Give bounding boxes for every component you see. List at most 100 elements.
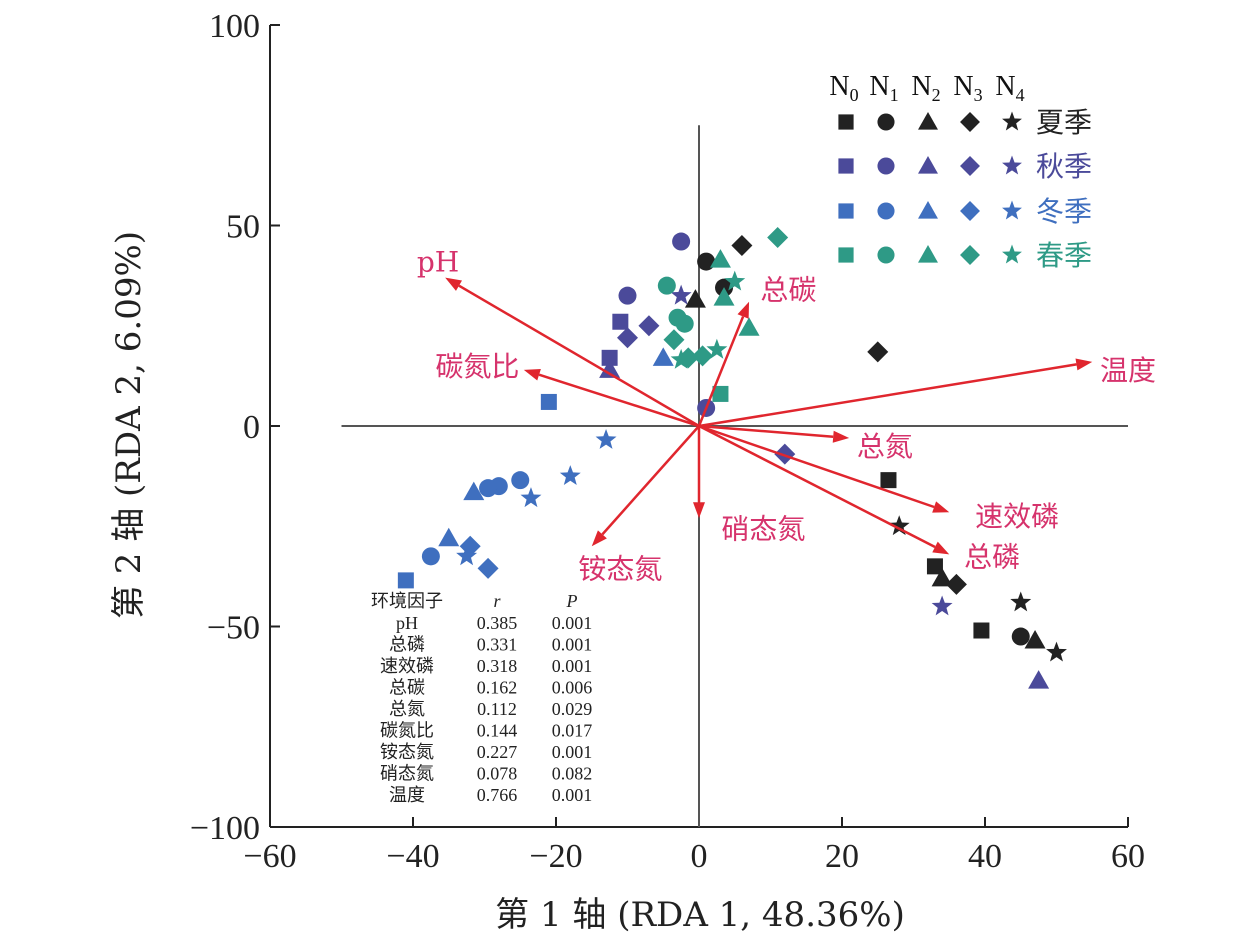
arrow-head: [932, 541, 950, 555]
axes: −60 −40 −20 0 20 40 60 −100 −50 0 50 100: [190, 8, 1145, 875]
series-4: [657, 227, 789, 402]
legend-treatment-label: N4: [995, 71, 1024, 105]
x-tick-label: −60: [243, 838, 296, 875]
arrow-head: [445, 277, 463, 291]
arrow: 总氮: [698, 424, 913, 463]
legend-marker: [960, 245, 980, 265]
arrow: 总碳: [697, 274, 816, 427]
arrow-shaft: [601, 425, 700, 536]
legend-row: 秋季: [838, 150, 1092, 183]
series-3: [397, 347, 674, 589]
data-point: [731, 235, 753, 257]
data-point: [774, 443, 796, 465]
data-point: [738, 317, 760, 336]
data-point: [540, 393, 557, 410]
data-point: [712, 385, 729, 402]
origin-crosshair: [341, 125, 1128, 827]
table-cell: 0.385: [477, 613, 518, 633]
data-point: [697, 252, 716, 271]
data-point: [926, 558, 943, 575]
data-point: [1046, 641, 1067, 662]
data-point: [713, 287, 735, 306]
data-point: [595, 429, 617, 449]
table-cell: 铵态氮: [380, 742, 434, 762]
table-cell: 0.001: [552, 742, 593, 762]
arrow-label: 总碳: [760, 274, 816, 307]
data-point: [612, 313, 629, 330]
table-cell: 0.144: [477, 721, 518, 741]
arrow-head: [737, 301, 750, 319]
data-points: [397, 227, 1067, 689]
data-point: [931, 567, 953, 587]
arrow-shaft: [458, 284, 700, 428]
legend-marker: [918, 112, 938, 130]
arrow: 硝态氮: [693, 426, 805, 545]
table-header: r: [493, 591, 501, 611]
legend-row: 春季: [838, 239, 1092, 272]
y-axis-title: 第 2 轴 (RDA 2, 6.09%): [109, 231, 149, 619]
arrow-shaft: [698, 424, 935, 509]
table-cell: 温度: [389, 785, 425, 805]
arrow-label: 速效磷: [975, 500, 1059, 533]
data-point: [888, 515, 910, 536]
legend-marker: [838, 247, 854, 263]
data-point: [724, 270, 746, 291]
y-tick-label: −50: [207, 610, 260, 647]
data-point: [945, 573, 967, 595]
arrow-shaft: [698, 424, 834, 438]
table-cell: 0.029: [552, 699, 593, 719]
data-point: [1011, 627, 1030, 646]
data-point: [559, 465, 581, 486]
data-point: [618, 286, 637, 305]
legend-marker: [960, 156, 980, 176]
arrow: 速效磷: [698, 424, 1059, 533]
legend-season-label: 秋季: [1036, 150, 1092, 183]
data-point: [638, 315, 660, 337]
legend-marker: [838, 158, 854, 174]
data-point: [767, 227, 789, 249]
arrow-label: 铵态氮: [578, 552, 662, 585]
data-point: [438, 527, 460, 547]
table-cell: 硝态氮: [380, 764, 434, 784]
data-point: [663, 329, 685, 351]
data-point: [672, 232, 691, 251]
legend-marker: [1002, 200, 1022, 220]
table-cell: 总磷: [389, 635, 425, 655]
data-point: [463, 481, 485, 501]
data-point: [421, 547, 440, 566]
arrow: 铵态氮: [578, 425, 700, 585]
arrow-head: [932, 501, 950, 513]
x-axis-title: 第 1 轴 (RDA 1, 48.36%): [495, 895, 905, 935]
arrow-shaft: [697, 316, 745, 427]
x-tick-label: −40: [386, 838, 439, 875]
data-point: [880, 472, 897, 489]
legend-row: 夏季: [838, 106, 1092, 139]
data-point: [706, 338, 728, 359]
table-header: P: [566, 591, 578, 611]
arrow-label: 总磷: [964, 540, 1020, 573]
y-tick-label: 100: [209, 8, 260, 45]
x-tick-label: 40: [968, 838, 1002, 875]
y-tick-label: −100: [190, 810, 260, 847]
data-point: [867, 341, 889, 363]
data-point: [599, 359, 621, 378]
legend-treatment-label: N1: [869, 71, 898, 105]
arrow-head: [1075, 358, 1093, 371]
legend-marker: [918, 201, 938, 219]
legend-marker: [877, 157, 895, 175]
legend-treatment-label: N3: [953, 71, 982, 105]
legend-row: 冬季: [838, 195, 1092, 228]
x-tick-label: 60: [1111, 838, 1145, 875]
table-cell: 0.112: [477, 699, 517, 719]
legend-marker: [1002, 155, 1022, 175]
data-point: [675, 314, 694, 333]
arrow-label: 硝态氮: [721, 512, 805, 545]
data-point: [692, 345, 714, 367]
table-cell: 碳氮比: [380, 721, 434, 741]
legend-marker: [918, 156, 938, 174]
table-cell: 速效磷: [380, 656, 434, 676]
y-tick-label: 50: [226, 209, 260, 246]
data-point: [456, 545, 478, 566]
legend-marker: [877, 202, 895, 220]
